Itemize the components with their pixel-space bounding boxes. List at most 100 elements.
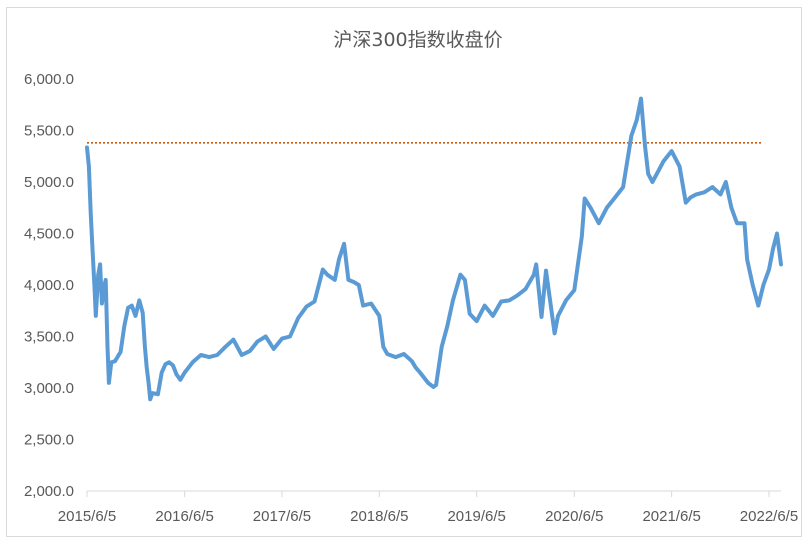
data-point <box>377 314 381 318</box>
data-point <box>751 283 755 287</box>
data-point <box>150 391 154 395</box>
data-point <box>661 159 666 163</box>
data-point <box>351 280 356 284</box>
data-point <box>702 190 706 194</box>
data-point <box>122 324 126 328</box>
data-point <box>402 352 406 356</box>
data-point <box>280 337 284 341</box>
data-point <box>357 283 361 287</box>
y-tick-label: 2,500.0 <box>24 432 74 449</box>
data-point <box>684 201 688 205</box>
data-point <box>369 301 373 306</box>
data-point <box>191 360 195 364</box>
data-point <box>499 299 503 304</box>
data-point <box>475 319 479 323</box>
data-point <box>248 349 252 353</box>
y-tick-label: 2,000.0 <box>24 483 74 500</box>
data-point <box>532 273 536 277</box>
y-tick-label: 5,000.0 <box>24 174 74 191</box>
data-point <box>597 221 601 225</box>
data-point <box>163 362 167 366</box>
data-point <box>729 206 734 210</box>
data-point <box>137 298 141 302</box>
data-point <box>440 345 444 349</box>
data-point <box>523 287 528 291</box>
data-point <box>670 149 674 153</box>
chart-title: 沪深300指数收盘价 <box>333 29 502 51</box>
data-point <box>107 381 111 385</box>
data-point <box>756 304 760 308</box>
data-point <box>678 165 682 169</box>
data-point <box>583 196 587 201</box>
x-tick-label: 2017/6/5 <box>253 508 311 525</box>
data-point <box>434 383 438 387</box>
data-point <box>580 235 584 239</box>
data-point <box>89 211 93 215</box>
data-point <box>553 331 557 335</box>
data-point <box>381 345 385 349</box>
data-point <box>87 165 91 169</box>
data-point <box>735 221 739 225</box>
data-point <box>304 305 309 309</box>
data-point <box>410 359 414 363</box>
data-point <box>171 363 175 367</box>
data-point <box>337 257 341 261</box>
data-point <box>98 262 102 266</box>
data-point <box>564 298 568 302</box>
data-point <box>589 206 593 210</box>
x-tick-label: 2018/6/5 <box>350 508 408 525</box>
data-point <box>718 192 723 196</box>
data-point <box>183 371 187 375</box>
data-point <box>724 180 728 184</box>
y-tick-label: 4,500.0 <box>24 226 74 243</box>
data-point <box>141 311 145 315</box>
data-point <box>629 134 634 138</box>
data-point <box>148 397 152 401</box>
data-point <box>458 273 462 277</box>
data-point <box>572 288 576 292</box>
data-point <box>646 172 650 176</box>
data-point <box>264 334 268 339</box>
data-point <box>91 249 95 253</box>
data-point <box>775 231 779 236</box>
y-tick-label: 3,500.0 <box>24 329 74 346</box>
x-axis: 2015/6/5 2016/6/5 2017/6/5 2018/6/5 2019/6/5… <box>58 490 798 525</box>
data-point <box>639 97 643 101</box>
data-point <box>710 185 715 189</box>
x-tick-label: 2021/6/5 <box>642 508 700 525</box>
data-point <box>761 283 766 287</box>
data-point <box>771 247 775 251</box>
y-tick-label: 5,500.0 <box>24 123 74 140</box>
data-point <box>491 314 495 318</box>
y-tick-label: 6,000.0 <box>24 71 74 88</box>
data-point <box>361 304 365 308</box>
data-point <box>272 347 276 351</box>
data-point <box>143 345 147 349</box>
data-point <box>745 257 749 261</box>
data-point <box>613 195 617 199</box>
data-point <box>92 285 97 289</box>
data-point <box>207 355 211 359</box>
data-point <box>767 268 771 272</box>
data-point <box>231 338 235 342</box>
data-point <box>346 278 350 282</box>
data-point <box>468 312 472 316</box>
data-point <box>650 180 655 184</box>
y-tick-label: 3,000.0 <box>24 380 74 397</box>
data-point <box>451 298 455 302</box>
data-point <box>689 195 693 199</box>
data-point <box>113 359 117 363</box>
data-point <box>215 353 219 357</box>
data-point <box>539 315 544 319</box>
x-tick-label: 2016/6/5 <box>155 508 213 525</box>
data-point <box>333 278 337 282</box>
data-point <box>100 301 104 306</box>
data-point <box>126 306 130 310</box>
x-tick-label: 2020/6/5 <box>545 508 603 525</box>
series-group <box>85 96 783 402</box>
data-point <box>635 118 639 122</box>
data-point <box>556 314 560 318</box>
data-point <box>94 314 98 318</box>
data-point <box>104 278 108 282</box>
y-tick-label: 4,000.0 <box>24 277 74 294</box>
